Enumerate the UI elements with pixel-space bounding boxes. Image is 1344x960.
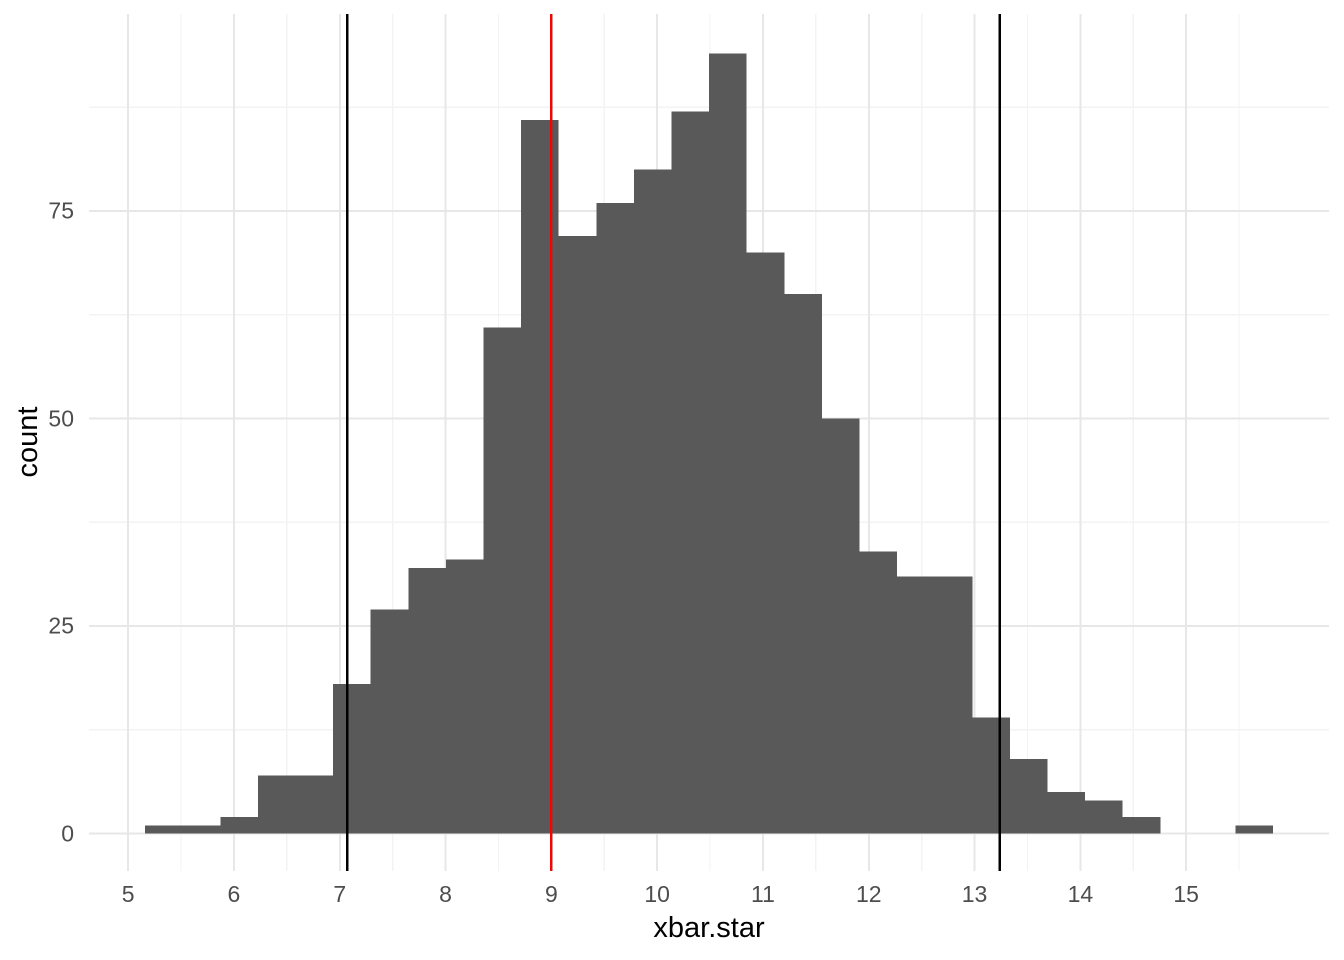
histogram-bar: [295, 775, 334, 834]
x-tick-label-14: 14: [1067, 881, 1094, 907]
x-tick-label-8: 8: [439, 881, 452, 907]
histogram-bar: [671, 111, 710, 834]
y-tick-label-0: 0: [61, 820, 74, 847]
histogram-bar: [633, 169, 672, 834]
histogram-bar: [1235, 825, 1274, 834]
histogram-bar: [596, 202, 634, 834]
x-axis-title: xbar.star: [653, 912, 765, 944]
y-tick-label-75: 75: [48, 197, 74, 224]
histogram-bar: [859, 551, 898, 834]
x-tick-label-9: 9: [544, 881, 558, 907]
y-tick-label-25: 25: [48, 612, 74, 639]
histogram-bar: [1122, 817, 1161, 834]
histogram-bar: [370, 609, 409, 834]
x-tick-label-15: 15: [1173, 881, 1199, 907]
histogram-bar: [972, 717, 1010, 834]
x-tick-label-13: 13: [961, 881, 988, 907]
histogram-bar: [746, 252, 785, 834]
histogram-bar: [897, 576, 935, 834]
histogram-bar: [483, 327, 522, 834]
histogram-bar: [709, 53, 747, 834]
histogram-bar: [521, 119, 559, 834]
histogram-bar: [408, 568, 446, 834]
x-tick-label-5: 5: [121, 881, 135, 907]
histogram-bar: [257, 775, 296, 834]
histogram-bar: [558, 236, 597, 834]
histogram-bar: [784, 294, 822, 834]
x-tick-label-7: 7: [333, 881, 347, 907]
histogram-bar: [1009, 758, 1048, 834]
x-tick-label-12: 12: [855, 881, 882, 907]
y-tick-label-50: 50: [48, 405, 74, 432]
histogram-bar: [333, 684, 371, 834]
histogram-bar: [220, 817, 258, 834]
histogram-bar: [145, 825, 183, 834]
x-tick-label-11: 11: [751, 881, 775, 907]
histogram-bar: [934, 576, 973, 834]
histogram-bar: [1047, 792, 1086, 834]
histogram-bar: [182, 825, 221, 834]
x-tick-label-6: 6: [227, 881, 241, 907]
histogram-bar: [445, 559, 484, 834]
x-tick-label-10: 10: [644, 881, 670, 907]
histogram-bar: [1085, 800, 1123, 834]
histogram-bar: [821, 418, 860, 834]
